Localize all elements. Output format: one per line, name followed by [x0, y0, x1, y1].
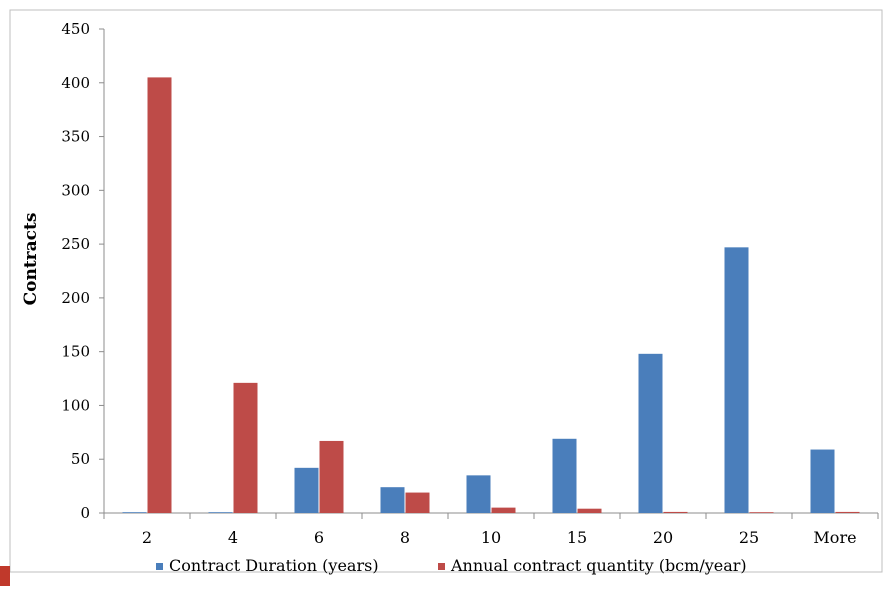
y-tick-label: 300 [61, 181, 90, 199]
legend-label: Contract Duration (years) [169, 556, 379, 575]
y-tick-label: 350 [61, 128, 90, 146]
legend-swatch [438, 563, 445, 570]
bar-annual-quantity [835, 511, 860, 513]
bars [122, 77, 860, 514]
bar-annual-quantity [663, 511, 688, 513]
bar-contract-duration [380, 487, 405, 513]
y-tick-label: 100 [61, 396, 90, 414]
bar-annual-quantity [319, 440, 344, 513]
bar-contract-duration [122, 512, 147, 513]
bar-contract-duration [294, 467, 319, 513]
bar-contract-duration [724, 247, 749, 514]
bar-contract-duration [208, 512, 233, 513]
bar-contract-duration [552, 438, 577, 513]
y-tick-label: 450 [61, 20, 90, 38]
x-tick-label: 25 [739, 528, 759, 547]
legend-swatch [156, 563, 163, 570]
bar-annual-quantity [405, 492, 430, 513]
x-tick-label: 8 [400, 528, 410, 547]
y-tick-label: 0 [80, 504, 90, 522]
x-tick-label: 4 [228, 528, 238, 547]
legend-label: Annual contract quantity (bcm/year) [450, 556, 747, 575]
y-tick-label: 150 [61, 343, 90, 361]
x-tick-label: 2 [142, 528, 152, 547]
x-tick-label: 20 [653, 528, 673, 547]
y-tick-label: 400 [61, 74, 90, 92]
bar-annual-quantity [749, 512, 774, 513]
legend: Contract Duration (years) Annual contract… [156, 556, 747, 575]
corner-accent [0, 566, 10, 586]
x-tick-label: 10 [481, 528, 501, 547]
bar-annual-quantity [577, 508, 602, 513]
x-tick-label: More [813, 528, 856, 547]
y-axis-label: Contracts [21, 213, 41, 306]
bar-annual-quantity [491, 507, 516, 513]
y-tick-label: 250 [61, 235, 90, 253]
y-tick-label: 200 [61, 289, 90, 307]
x-axis: 2 4 6 8 10 15 20 25 More [103, 512, 879, 547]
x-tick-label: 6 [314, 528, 324, 547]
chart-frame [9, 9, 883, 573]
y-tick-label: 50 [71, 450, 90, 468]
bar-contract-duration [638, 353, 663, 513]
bar-contract-duration [466, 475, 491, 513]
bar-annual-quantity [147, 77, 172, 514]
y-axis: 0 50 100 150 200 250 300 350 400 450 [61, 20, 105, 522]
bar-contract-duration [810, 449, 835, 513]
x-tick-label: 15 [567, 528, 587, 547]
bar-annual-quantity [233, 382, 258, 513]
